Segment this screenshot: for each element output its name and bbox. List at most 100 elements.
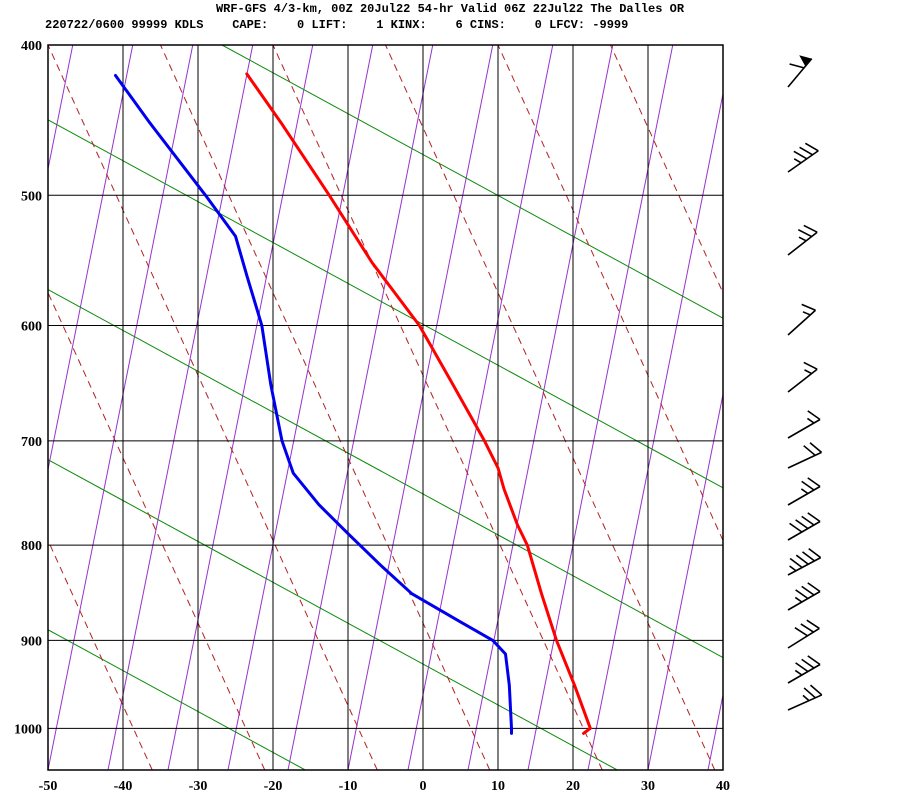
- moist-adiabat-line: [221, 45, 723, 319]
- wind-barb: [787, 361, 818, 393]
- barb-full-tick: [801, 658, 815, 669]
- header-indices: 220722/0600 99999 KDLS CAPE: 0 LIFT: 1 K…: [45, 18, 629, 32]
- barb-full-tick: [799, 146, 813, 156]
- barb-staff: [787, 231, 818, 256]
- barb-full-tick: [808, 547, 822, 559]
- dry-adiabat-line: [647, 391, 723, 770]
- barb-staff: [787, 485, 821, 506]
- barb-full-tick: [809, 442, 823, 453]
- barb-full-tick: [803, 445, 816, 456]
- dry-adiabat-line: [107, 45, 254, 770]
- moist-adiabat-line: [48, 119, 723, 489]
- wind-barb: [787, 619, 820, 649]
- barb-half-tick: [802, 694, 810, 702]
- barb-full-tick: [794, 626, 808, 637]
- barb-staff: [787, 150, 819, 173]
- pressure-tick-label: 700: [21, 435, 42, 450]
- wind-barb: [787, 512, 821, 541]
- temperature-trace: [245, 72, 592, 735]
- wind-barb: [787, 477, 821, 506]
- barb-full-tick: [803, 224, 818, 233]
- barb-full-tick: [807, 410, 821, 421]
- pressure-tick-label: 1000: [14, 722, 42, 737]
- dry-adiabat-line: [707, 692, 723, 770]
- barb-half-tick: [793, 158, 802, 164]
- barb-pennant: [799, 55, 812, 67]
- barb-half-tick: [804, 369, 813, 375]
- barb-full-tick: [801, 303, 816, 311]
- wind-barb: [787, 303, 817, 336]
- barb-staff: [787, 451, 822, 469]
- dry-adiabat-line: [467, 45, 614, 770]
- dry-adiabat-line: [227, 45, 374, 770]
- mixing-ratio-line: [385, 45, 716, 770]
- barb-staff: [787, 663, 821, 684]
- barb-full-tick: [803, 361, 818, 370]
- barb-full-tick: [789, 63, 805, 69]
- barb-full-tick: [804, 142, 819, 152]
- barb-full-tick: [789, 522, 803, 533]
- barb-full-tick: [797, 229, 813, 238]
- wind-barb: [787, 410, 821, 439]
- barb-full-tick: [800, 623, 814, 633]
- barb-full-tick: [795, 519, 809, 530]
- pressure-tick-label: 800: [21, 539, 42, 554]
- barb-full-tick: [795, 662, 809, 673]
- barb-staff: [787, 627, 820, 649]
- wind-barb: [787, 582, 821, 611]
- temperature-tick-label: 40: [716, 779, 730, 794]
- barb-staff: [787, 590, 821, 611]
- temperature-tick-label: -40: [114, 779, 133, 794]
- wind-barb: [787, 442, 823, 469]
- mixing-ratio-line: [48, 539, 153, 770]
- dry-adiabat-line: [48, 45, 74, 172]
- temperature-tick-label: -50: [39, 779, 58, 794]
- dry-adiabat-line: [287, 45, 434, 770]
- mixing-ratio-line: [160, 45, 491, 770]
- dry-adiabat-line: [48, 45, 194, 770]
- temperature-tick-label: -30: [189, 779, 208, 794]
- dewpoint-trace: [114, 74, 513, 735]
- mixing-ratio-line: [497, 45, 723, 542]
- barb-staff: [787, 418, 821, 439]
- barb-full-tick: [793, 150, 808, 160]
- barb-full-tick: [807, 512, 821, 523]
- barb-staff: [787, 368, 818, 393]
- mixing-ratio-line: [610, 45, 723, 294]
- barb-full-tick: [802, 551, 815, 562]
- temperature-tick-label: 20: [566, 779, 580, 794]
- barb-half-tick: [800, 488, 809, 495]
- mixing-ratio-line: [48, 291, 266, 770]
- mixing-ratio-line: [272, 45, 603, 770]
- barb-full-tick: [795, 589, 809, 600]
- barb-full-tick: [807, 655, 821, 666]
- moist-adiabat-line: [48, 629, 306, 770]
- mixing-ratio-line: [48, 45, 378, 770]
- wind-barb: [787, 547, 822, 576]
- temperature-tick-label: 30: [641, 779, 655, 794]
- moist-adiabat-line: [48, 459, 618, 770]
- wind-barb: [787, 684, 823, 711]
- dry-adiabat-line: [527, 45, 674, 770]
- dry-adiabat-line: [347, 45, 494, 770]
- barb-full-tick: [801, 585, 815, 596]
- barb-half-tick: [794, 669, 803, 676]
- barb-full-tick: [801, 480, 815, 491]
- pressure-tick-label: 500: [21, 189, 42, 204]
- barb-half-tick: [794, 596, 803, 603]
- moist-adiabat-line: [48, 288, 723, 659]
- background-lines: [0, 45, 723, 770]
- barb-staff: [787, 520, 821, 541]
- temperature-tick-label: -20: [264, 779, 283, 794]
- mixing-ratio-line: [0, 45, 40, 770]
- dry-adiabat-line: [167, 45, 314, 770]
- wind-barb: [787, 655, 821, 684]
- barb-staff: [787, 694, 823, 711]
- barb-half-tick: [802, 311, 811, 316]
- barb-staff: [787, 58, 813, 88]
- pressure-tick-label: 600: [21, 319, 42, 334]
- wind-barb: [787, 224, 818, 256]
- header-title: WRF-GFS 4/3-km, 00Z 20Jul22 54-hr Valid …: [215, 2, 685, 16]
